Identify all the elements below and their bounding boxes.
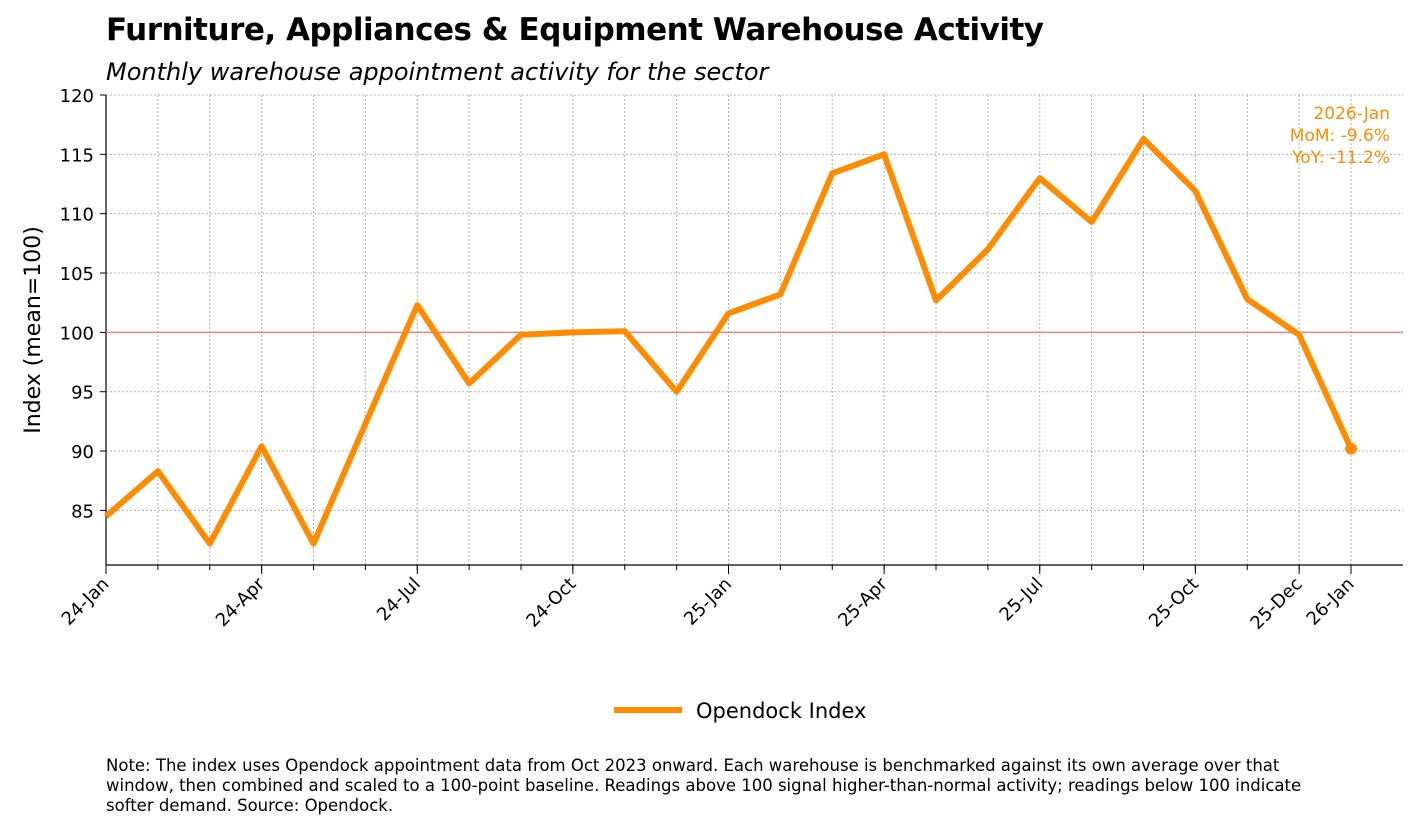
footnote: Note: The index uses Opendock appointmen…	[106, 756, 1302, 815]
annotation-line: 2026-Jan	[1313, 104, 1390, 124]
y-tick-label: 115	[60, 145, 94, 166]
x-tick-label: 25-Apr	[834, 573, 892, 631]
y-axis-label: Index (mean=100)	[21, 226, 46, 434]
y-tick-label: 90	[71, 442, 94, 463]
chart-title: Furniture, Appliances & Equipment Wareho…	[106, 12, 1044, 48]
x-tick-label: 24-Jul	[373, 574, 425, 626]
series-line-opendock-index	[104, 135, 1354, 547]
x-tick-label: 24-Apr	[212, 573, 270, 631]
y-tick-label: 110	[60, 205, 94, 226]
annotation-line: YoY: -11.2%	[1291, 148, 1390, 168]
x-tick-label: 25-Dec	[1246, 574, 1306, 634]
chart-subtitle: Monthly warehouse appointment activity f…	[106, 58, 769, 86]
y-tick-label: 105	[60, 264, 94, 285]
y-tick-label: 95	[71, 383, 94, 404]
x-tick-label: 25-Oct	[1145, 574, 1203, 632]
y-tick-label: 100	[60, 323, 94, 344]
y-tick-label: 85	[71, 501, 94, 522]
x-tick-label: 24-Jan	[58, 574, 114, 630]
y-tick-label: 120	[60, 86, 94, 107]
x-tick-label: 25-Jul	[996, 574, 1048, 626]
x-tick-label: 25-Jan	[680, 574, 736, 630]
x-tick-label: 26-Jan	[1303, 574, 1359, 630]
x-tick-label: 24-Oct	[522, 574, 580, 632]
legend-label: Opendock Index	[696, 699, 866, 723]
annotation-line: MoM: -9.6%	[1290, 126, 1390, 146]
data-point	[1345, 442, 1357, 455]
